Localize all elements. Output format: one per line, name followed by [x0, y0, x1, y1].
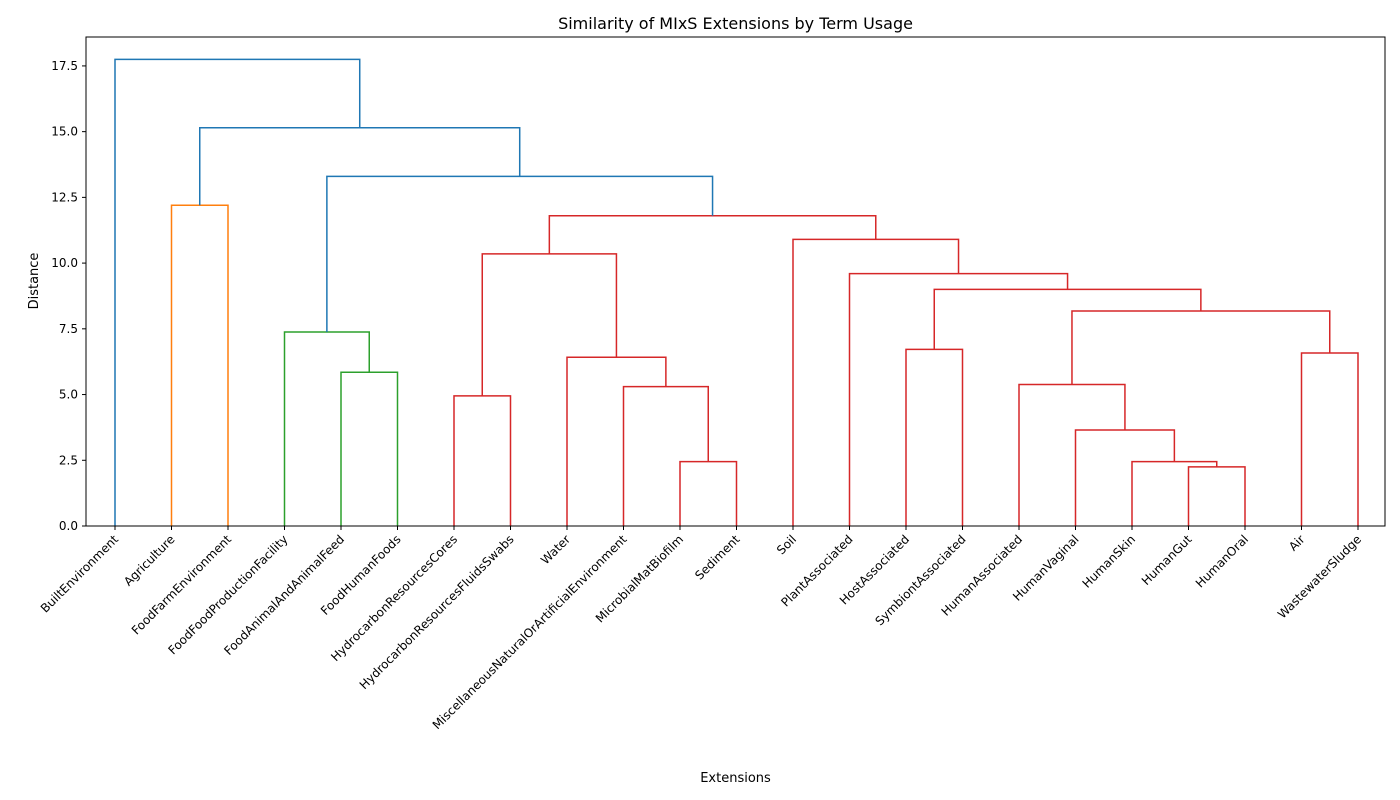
dendrogram-link	[481, 253, 618, 396]
x-axis: BuiltEnvironment AgricultureFoodFarmEnvir…	[38, 526, 1364, 732]
dendrogram-link	[905, 348, 964, 526]
dendrogram-link	[114, 58, 361, 526]
y-tick-label: 7.5	[59, 322, 78, 336]
leaf-label: HumanGut	[1139, 532, 1195, 588]
plot-frame	[85, 36, 1386, 527]
dendrogram-link	[679, 460, 738, 526]
y-tick-label: 15.0	[51, 125, 78, 139]
y-tick-label: 10.0	[51, 256, 78, 270]
leaf-label: FoodAnimalAndAnimalFeed	[221, 532, 347, 658]
dendrogram-links	[114, 58, 1359, 526]
x-axis-label: Extensions	[700, 771, 771, 786]
dendrogram-link	[1071, 310, 1331, 385]
dendrogram-link	[1187, 466, 1246, 526]
dendrogram-link	[326, 175, 714, 332]
leaf-label: HumanOral	[1193, 532, 1251, 590]
dendrogram-link	[548, 215, 877, 254]
y-tick-label: 12.5	[51, 190, 78, 204]
leaf-label: Sediment	[692, 532, 743, 583]
leaf-label: Soil	[774, 532, 799, 557]
dendrogram-link	[792, 238, 960, 526]
chart-title: Similarity of MIxS Extensions by Term Us…	[558, 14, 913, 33]
leaf-label: MiscellaneousNaturalOrArtificialEnvironm…	[430, 532, 630, 732]
y-tick-label: 5.0	[59, 388, 78, 402]
dendrogram-link	[199, 126, 521, 206]
dendrogram-link	[340, 371, 399, 526]
dendrogram-link	[622, 385, 709, 526]
y-tick-label: 17.5	[51, 59, 78, 73]
dendrogram-link	[1300, 352, 1359, 526]
dendrogram-link	[283, 331, 370, 526]
y-axis: 0.0 2.5 5.0 7.5 10.0 12.5 15.0 17.5	[51, 59, 86, 533]
leaf-label: Agriculture	[121, 532, 178, 589]
dendrogram-link	[933, 288, 1202, 350]
dendrogram-link	[566, 356, 667, 526]
dendrogram-link	[170, 204, 229, 526]
dendrogram-link	[848, 272, 1069, 526]
y-tick-label: 0.0	[59, 519, 78, 533]
leaf-label: Water	[538, 532, 573, 567]
leaf-label: FoodFarmEnvironment	[129, 532, 235, 638]
leaf-label: BuiltEnvironment	[38, 532, 122, 616]
leaf-label: FoodFoodProductionFacility	[165, 532, 290, 657]
dendrogram-link	[1131, 460, 1218, 526]
dendrogram-link	[1074, 429, 1176, 526]
y-tick-label: 2.5	[59, 453, 78, 467]
leaf-label: HumanSkin	[1080, 532, 1139, 591]
leaf-label: Air	[1286, 532, 1308, 554]
dendrogram-link	[1018, 383, 1126, 526]
dendrogram-link	[453, 395, 512, 526]
y-axis-label: Distance	[27, 253, 42, 310]
